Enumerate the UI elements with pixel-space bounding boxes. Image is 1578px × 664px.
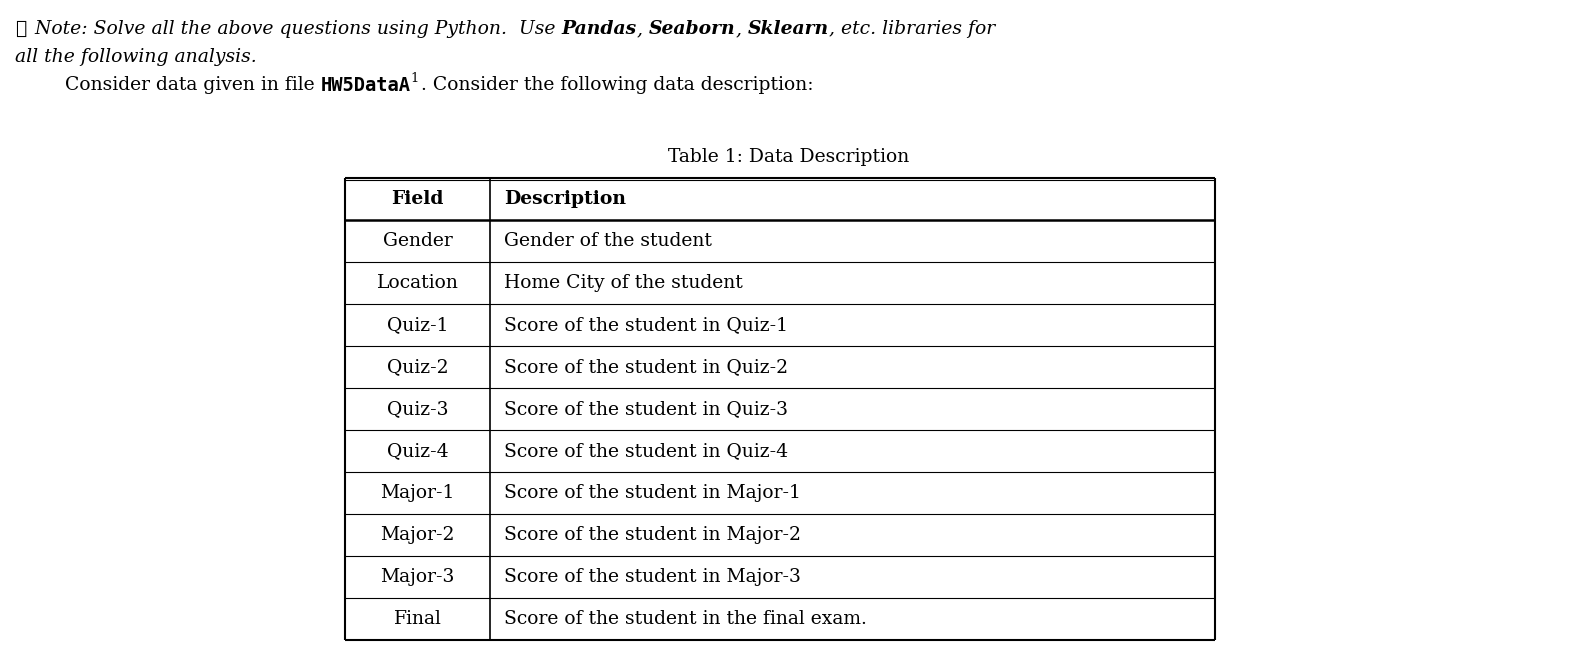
Text: Score of the student in Quiz-4: Score of the student in Quiz-4 — [503, 442, 787, 460]
Text: Final: Final — [393, 610, 442, 628]
Text: HW5DataA: HW5DataA — [320, 76, 410, 95]
Text: , etc. libraries for: , etc. libraries for — [828, 20, 994, 38]
Text: Score of the student in the final exam.: Score of the student in the final exam. — [503, 610, 866, 628]
Text: Note: Solve all the above questions using Python.  Use: Note: Solve all the above questions usin… — [30, 20, 562, 38]
Text: . Consider the following data description:: . Consider the following data descriptio… — [421, 76, 813, 94]
Text: Description: Description — [503, 190, 626, 208]
Text: Home City of the student: Home City of the student — [503, 274, 743, 292]
Text: Gender of the student: Gender of the student — [503, 232, 712, 250]
Text: Score of the student in Major-2: Score of the student in Major-2 — [503, 526, 802, 544]
Text: Sklearn: Sklearn — [748, 20, 828, 38]
Text: Score of the student in Major-1: Score of the student in Major-1 — [503, 484, 802, 502]
Text: ☛: ☛ — [16, 20, 27, 38]
Text: Field: Field — [391, 190, 443, 208]
Text: Quiz-3: Quiz-3 — [387, 400, 448, 418]
Text: ,: , — [638, 20, 649, 38]
Text: all the following analysis.: all the following analysis. — [16, 48, 257, 66]
Text: Quiz-2: Quiz-2 — [387, 358, 448, 376]
Text: ,: , — [735, 20, 748, 38]
Text: Score of the student in Quiz-3: Score of the student in Quiz-3 — [503, 400, 787, 418]
Text: 1: 1 — [410, 72, 418, 85]
Text: Major-1: Major-1 — [380, 484, 454, 502]
Text: Quiz-1: Quiz-1 — [387, 316, 448, 334]
Text: Quiz-4: Quiz-4 — [387, 442, 448, 460]
Text: Score of the student in Quiz-1: Score of the student in Quiz-1 — [503, 316, 787, 334]
Text: Major-3: Major-3 — [380, 568, 454, 586]
Text: Major-2: Major-2 — [380, 526, 454, 544]
Text: Pandas: Pandas — [562, 20, 638, 38]
Text: Table 1: Data Description: Table 1: Data Description — [669, 148, 909, 166]
Text: Score of the student in Quiz-2: Score of the student in Quiz-2 — [503, 358, 787, 376]
Text: Score of the student in Major-3: Score of the student in Major-3 — [503, 568, 802, 586]
Text: Consider data given in file: Consider data given in file — [65, 76, 320, 94]
Text: Seaborn: Seaborn — [649, 20, 735, 38]
Text: Gender: Gender — [382, 232, 453, 250]
Text: Location: Location — [377, 274, 459, 292]
